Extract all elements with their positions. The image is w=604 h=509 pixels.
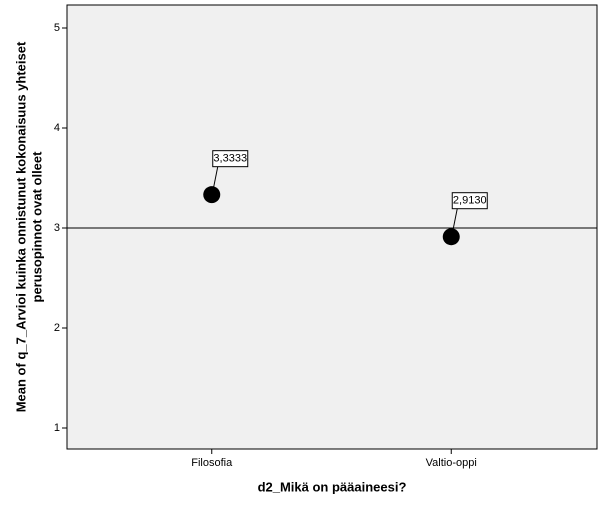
y-tick-label: 4: [54, 122, 60, 134]
value-label: 3,3333: [213, 153, 247, 165]
y-axis-title-line: Mean of q_7_Arvioi kuinka onnistunut kok…: [13, 41, 28, 412]
value-label-box: [212, 150, 249, 168]
value-label-box: [451, 192, 488, 210]
x-axis-title: d2_Mikä on pääaineesi?: [258, 479, 407, 494]
y-tick-label: 1: [54, 422, 60, 434]
y-tick-label: 3: [54, 222, 60, 234]
plot-area: [66, 4, 598, 450]
label-leader: [213, 166, 219, 187]
dot: [203, 186, 221, 204]
y-tick-label: 2: [54, 322, 60, 334]
x-tick-label: Filosofia: [191, 457, 233, 469]
dot: [442, 228, 460, 246]
y-tick-label: 5: [54, 22, 60, 34]
y-axis-title: Mean of q_7_Arvioi kuinka onnistunut kok…: [13, 41, 44, 412]
label-leader: [452, 208, 458, 229]
y-axis-title-line: perusopinnot ovat olleet: [29, 151, 44, 303]
value-label: 2,9130: [453, 195, 487, 207]
x-tick-label: Valtio-oppi: [426, 457, 477, 469]
